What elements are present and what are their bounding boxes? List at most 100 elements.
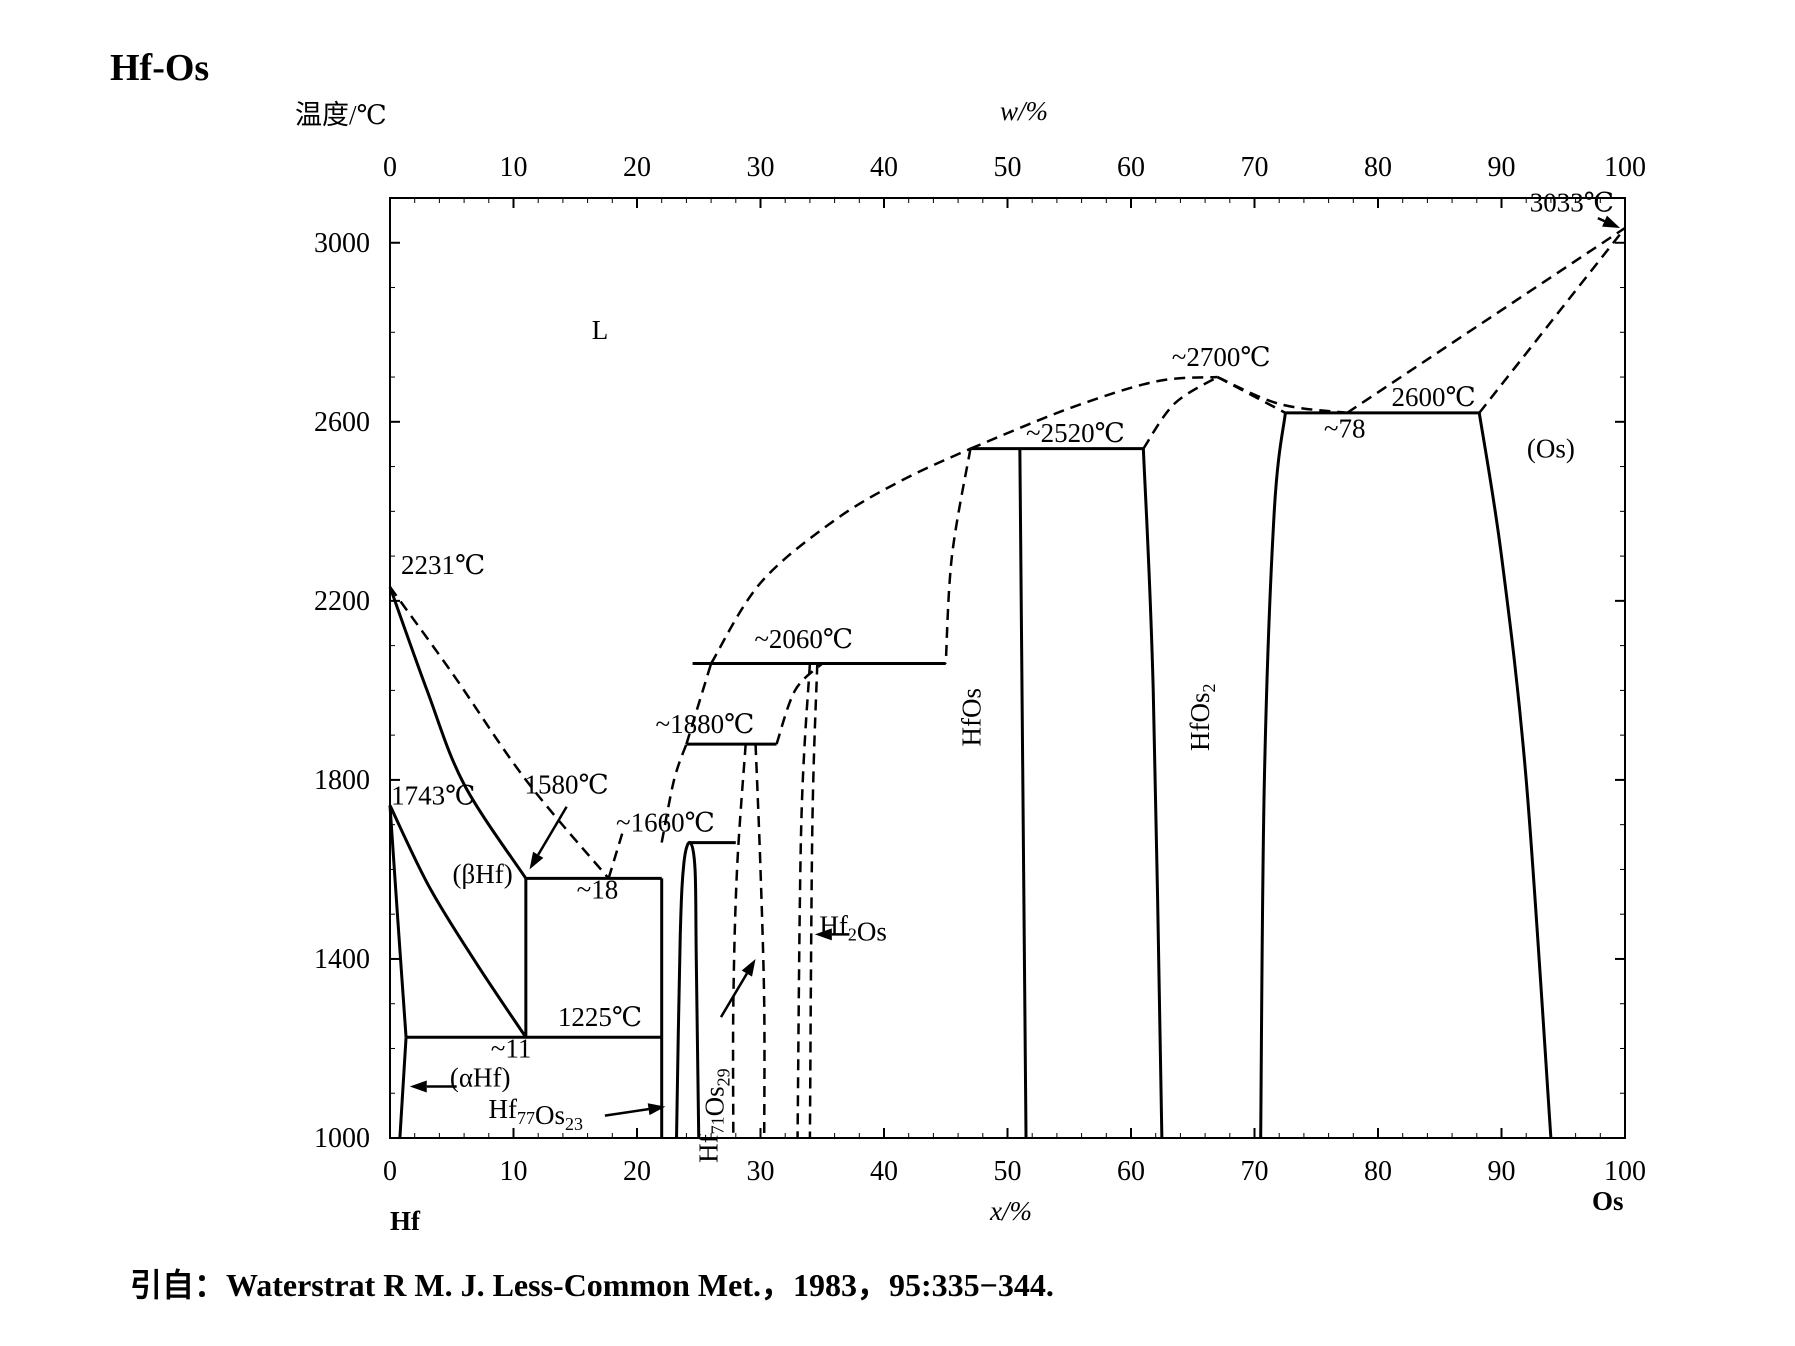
arrow-head — [741, 958, 756, 977]
annotation-t3033: 3033℃ — [1530, 187, 1614, 217]
annotation-t1580: 1580℃ — [524, 769, 608, 799]
dashed-boundary-line — [607, 833, 624, 879]
y-tick-label: 2600 — [314, 407, 370, 438]
top-tick-label: 60 — [1117, 152, 1145, 183]
dashed-boundary-line — [944, 448, 972, 664]
dashed-boundaries — [388, 226, 1626, 1139]
x-tick-label: 70 — [1241, 1156, 1269, 1187]
x-tick-label: 10 — [500, 1156, 528, 1187]
x-tick-label: 80 — [1364, 1156, 1392, 1187]
arrow-shaft — [719, 972, 748, 1018]
plot-frame — [389, 197, 1626, 1139]
y-tick-label: 1400 — [314, 944, 370, 975]
top-tick-label: 10 — [500, 152, 528, 183]
top-tick-label: 0 — [383, 152, 397, 183]
dashed-boundary-line — [808, 663, 819, 1139]
solid-boundary-line — [388, 586, 528, 880]
annotation-alpha-hf: (αHf) — [450, 1063, 511, 1093]
dashed-boundary-line — [969, 375, 1218, 450]
dashed-boundary-line — [754, 744, 766, 1139]
phase-label-hf77os23: Hf77Os23 — [488, 1094, 583, 1134]
annotation-t1660: ~1660℃ — [616, 807, 715, 837]
arrow-head — [647, 1103, 666, 1116]
phase-label-hfos2: HfOs2 — [1185, 683, 1219, 751]
top-tick-label: 40 — [870, 152, 898, 183]
left-end-label: Hf — [390, 1206, 421, 1236]
dashed-boundary-line — [388, 586, 610, 880]
citation: 引自：Waterstrat R M. J. Less-Common Met.，1… — [130, 1267, 1054, 1303]
dashed-boundary-line — [1142, 375, 1219, 450]
top-tick-label: 50 — [994, 152, 1022, 183]
solid-boundary-line — [675, 840, 701, 1139]
phase-label-hf71os29: Hf71Os29 — [693, 1068, 733, 1163]
annotation-t2060: ~2060℃ — [754, 624, 853, 654]
annotations: L (Os) (βHf) (αHf) 2231℃ 1743℃ 1580℃ ~18 1225℃ ~1… — [391, 187, 1614, 1162]
dashed-boundary-line — [685, 663, 713, 745]
annotation-c78: ~78 — [1324, 413, 1366, 443]
arrow-head — [409, 1080, 427, 1093]
annotation-t2520: ~2520℃ — [1026, 418, 1125, 448]
annotation-t2231: 2231℃ — [401, 550, 485, 580]
dashed-boundary-line — [710, 447, 971, 665]
top-tick-label: 30 — [747, 152, 775, 183]
dashed-boundary-line — [731, 744, 747, 1139]
annotation-os-phase: (Os) — [1527, 434, 1575, 464]
annotation-beta-hf: (βHf) — [453, 859, 513, 889]
solid-boundary-line — [1141, 448, 1164, 1139]
y-tick-label: 2200 — [314, 586, 370, 617]
y-tick-label: 1000 — [314, 1123, 370, 1154]
x-tick-label: 50 — [994, 1156, 1022, 1187]
y-tick-label: 1800 — [314, 765, 370, 796]
x-tick-label: 20 — [623, 1156, 651, 1187]
x-tick-label: 100 — [1604, 1156, 1646, 1187]
annotation-t2700: ~2700℃ — [1172, 342, 1271, 372]
x-tick-label: 40 — [870, 1156, 898, 1187]
arrow-head — [814, 928, 832, 941]
phase-label-hfos: HfOs — [956, 688, 986, 747]
y-axis-label: 温度/℃ — [295, 100, 387, 130]
solid-boundary-line — [388, 804, 528, 1039]
dashed-boundary-line — [1216, 375, 1348, 415]
annotation-t2600: 2600℃ — [1391, 382, 1475, 412]
arrow-shaft — [537, 806, 568, 856]
phase-label-hf2os: Hf2Os — [819, 910, 887, 946]
top-tick-label: 70 — [1241, 152, 1269, 183]
top-tick-label: 80 — [1364, 152, 1392, 183]
right-end-label: Os — [1592, 1186, 1624, 1216]
dashed-boundary-line — [775, 662, 824, 745]
phase-boundaries — [388, 411, 1553, 1139]
y-tick-label: 3000 — [314, 228, 370, 259]
solid-boundary-line — [398, 1037, 408, 1139]
top-tick-label: 100 — [1604, 152, 1646, 183]
x-tick-label: 30 — [747, 1156, 775, 1187]
bottom-axis-label: x/% — [989, 1196, 1032, 1226]
annotation-t1225: 1225℃ — [558, 1002, 642, 1032]
arrow-shaft — [604, 1107, 649, 1117]
top-axis-label: w/% — [1000, 96, 1048, 126]
annotation-t1743: 1743℃ — [391, 781, 475, 811]
dashed-boundary-line — [660, 743, 688, 843]
arrow-shaft — [1597, 216, 1606, 223]
dashed-boundary-line — [1216, 375, 1286, 414]
annotation-arrows — [409, 215, 1621, 1117]
annotation-t1880: ~1880℃ — [656, 709, 755, 739]
annotation-l: L — [592, 315, 609, 345]
annotation-c18: ~18 — [577, 875, 619, 905]
dashed-boundary-line — [1478, 227, 1626, 414]
top-tick-label: 20 — [623, 152, 651, 183]
arrow-head — [1602, 215, 1621, 228]
annotation-c11: ~11 — [491, 1033, 532, 1063]
arrow-head — [529, 851, 544, 870]
dashed-boundary-line — [796, 663, 812, 1139]
x-tick-label: 0 — [383, 1156, 397, 1187]
solid-boundary-line — [1259, 412, 1287, 1139]
top-tick-label: 90 — [1488, 152, 1516, 183]
solid-boundary-line — [388, 805, 408, 1038]
x-tick-label: 90 — [1488, 1156, 1516, 1187]
dashed-boundary-line — [1346, 226, 1626, 414]
x-tick-label: 60 — [1117, 1156, 1145, 1187]
solid-boundary-line — [1018, 448, 1028, 1139]
solid-boundary-line — [1477, 412, 1553, 1139]
